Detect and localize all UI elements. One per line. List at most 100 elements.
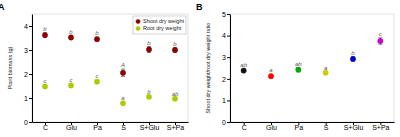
tick-mark [227,57,230,58]
error-bar [242,69,246,72]
legend-marker [136,26,140,30]
x-tick: Pa [93,122,102,131]
annotation: A [120,62,125,68]
x-tick: Glu [266,122,277,131]
point [268,74,273,79]
y-tick: 3 [222,54,230,61]
tick-label: 5 [222,11,226,18]
point [241,68,246,73]
y-tick: 4 [222,32,230,39]
point [94,37,99,42]
tick-mark [29,50,32,51]
x-tick: S+Glu [344,122,364,131]
error-bar [95,37,99,41]
tick-label: C [43,124,48,131]
error-bar [351,57,355,61]
tick-label: Glu [266,124,277,131]
point [146,94,151,99]
axis-line [33,122,189,123]
error-bar [69,36,73,40]
tick-label: S+Glu [140,124,160,131]
plot-frame [32,14,188,122]
tick-label: 0 [222,119,226,126]
y-tick: 3 [24,47,32,54]
y-tick: 1 [24,95,32,102]
tick-label: 3 [222,54,226,61]
point [146,47,151,52]
legend: Shoot dry weightRoot dry weight [133,16,186,34]
tick-label: 4 [222,32,226,39]
panel-label: B [196,2,203,12]
x-tick: S+Glu [140,122,160,131]
error-bar [43,33,47,38]
error-bar [95,80,99,83]
annotation: b [69,29,73,35]
annotation: c [96,73,99,79]
legend-marker [136,19,140,23]
y-tick: 5 [222,11,230,18]
tick-label: S+Pa [167,124,184,131]
marks [241,38,383,79]
annotation: a [269,67,273,73]
x-tick: Pa [295,122,304,131]
marks [42,32,177,105]
point [94,79,99,84]
point [68,83,73,88]
annotation: c [379,31,382,37]
panel: CGluPaSS+GluS+Pa012345Shoot dry weight/r… [196,2,395,131]
tick-mark [227,79,230,80]
x-tick: S+Pa [167,122,184,131]
y-axis: 0 1 2 3 4 [24,15,32,126]
panel-label: A [0,2,5,12]
error-bar [173,48,177,53]
legend-label: Root dry weight [143,25,182,31]
error-bar [378,38,382,44]
tick-label: 1 [24,95,28,102]
tick-label: S [121,124,126,131]
tick-label: S [324,124,329,131]
point [378,38,383,43]
tick-label: Glu [66,124,77,131]
annotation: a [324,65,328,71]
tick-mark [227,100,230,101]
y-tick: 2 [24,71,32,78]
panel: C Glu Pa S S+Glu S+Pa 0 1 2 3 4 Plant biomass (g) Ab… [0,2,189,131]
annotation: ab [240,62,247,68]
y-tick: 0 [222,119,230,126]
x-tick: Glu [66,122,77,131]
tick-mark [227,14,230,15]
y-tick: 4 [24,23,32,30]
tick-label: 0 [24,119,28,126]
tick-label: 3 [24,47,28,54]
x-axis: C Glu Pa S S+Glu S+Pa [33,122,189,131]
tick-label: Pa [93,124,102,131]
y-axis-label: Plant biomass (g) [7,46,13,89]
annotation: b [95,30,99,36]
error-bar [69,84,73,87]
x-axis: C Glu Pa S S+Glu S+Pa [231,122,395,131]
figure: C Glu Pa S S+Glu S+Pa 0 1 2 3 4 Plant biomass (g) Ab… [0,0,400,137]
x-tick: S [324,122,329,131]
tick-label: C [242,124,247,131]
tick-label: 4 [24,23,28,30]
error-bar [269,74,273,77]
y-tick: 2 [222,76,230,83]
annotation: b [147,89,151,95]
annotation: ab [295,61,302,67]
point [296,67,301,72]
tick-mark [29,122,32,123]
error-bar [147,47,151,53]
point [350,56,355,61]
annotation: a [121,95,125,101]
legend-label: Shoot dry weight [143,18,184,24]
y-tick: 0 [24,119,32,126]
y-axis: 012345 [222,11,230,126]
error-bar [296,68,300,72]
x-tick: S+Pa [372,122,389,131]
annotation: c [44,78,47,84]
legend-box [133,16,186,34]
tick-label: S+Pa [372,124,389,131]
tick-label: Pa [295,124,304,131]
tick-mark [29,98,32,99]
point [120,101,125,106]
